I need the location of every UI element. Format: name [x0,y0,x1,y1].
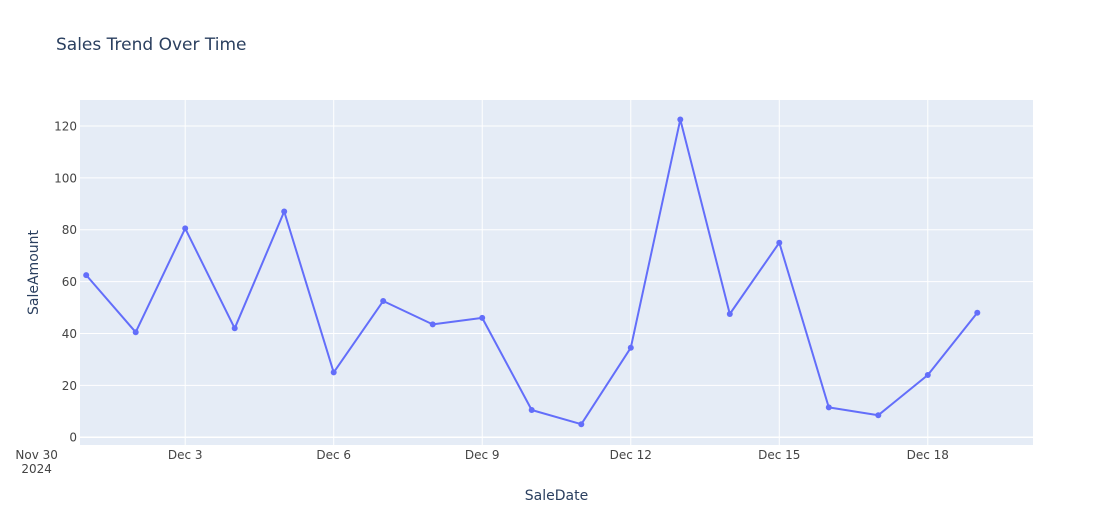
data-point[interactable] [380,298,387,304]
y-grid [80,125,1033,438]
y-tick-label: 0 [69,431,77,445]
y-tick-label: 20 [62,379,77,393]
data-point[interactable] [627,344,634,351]
y-tick-label: 120 [54,119,77,133]
y-tick-label: 60 [62,275,77,289]
data-point[interactable] [776,239,783,246]
data-point[interactable] [281,208,288,215]
data-point[interactable] [479,314,486,321]
x-grid [36,100,929,445]
y-tick-label: 100 [54,171,77,185]
data-point[interactable] [726,311,733,317]
data-point[interactable] [182,225,189,232]
data-point[interactable] [83,272,90,279]
x-tick-label: Dec 9 [465,448,500,462]
data-point[interactable] [677,116,684,123]
x-tick-label: Dec 18 [907,448,949,462]
x-tick-sublabel: 2024 [21,462,52,476]
data-point[interactable] [924,372,931,378]
data-point[interactable] [231,325,238,332]
data-point[interactable] [825,404,832,411]
y-tick-labels: 0 20 40 60 80 100 120 [54,119,77,444]
x-tick-label: Nov 30 [15,448,58,462]
data-point[interactable] [875,412,882,419]
data-point[interactable] [974,309,981,316]
series-layer[interactable] [83,116,981,428]
y-tick-label: 40 [62,327,77,341]
y-axis-title: SaleAmount [26,229,42,314]
x-axis-title: SaleDate [525,488,588,504]
x-tick-label: Dec 3 [168,448,203,462]
y-tick-label: 80 [62,223,77,237]
x-tick-label: Dec 6 [316,448,351,462]
chart-title: Sales Trend Over Time [56,35,246,55]
data-point[interactable] [132,329,139,336]
plot-area[interactable] [80,100,1033,445]
data-point[interactable] [429,321,436,328]
data-point[interactable] [578,421,585,428]
x-tick-label: Dec 12 [610,448,652,462]
x-tick-label: Dec 15 [758,448,800,462]
data-point[interactable] [528,407,535,413]
data-point[interactable] [330,369,337,376]
